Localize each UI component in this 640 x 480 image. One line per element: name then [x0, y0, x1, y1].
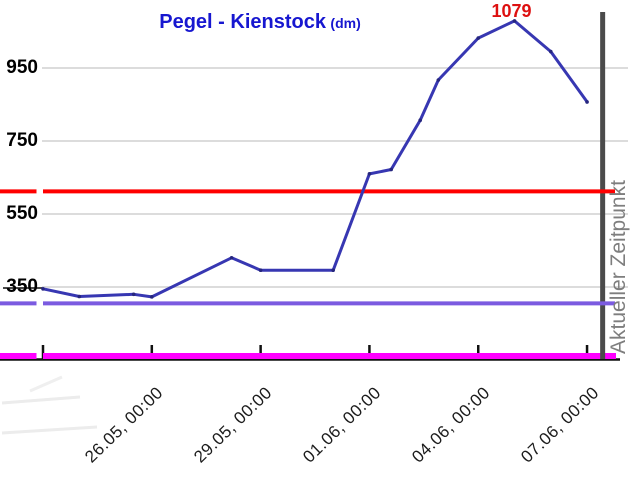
y-tick-label: 350 — [6, 276, 38, 297]
reference-lines — [0, 189, 615, 306]
peak-value-label: 1079 — [491, 1, 532, 21]
y-tick-label: 950 — [6, 57, 38, 78]
y-tick-label: 750 — [6, 130, 38, 151]
y-tick-label: 550 — [6, 203, 38, 224]
current-time-line — [600, 12, 606, 359]
chart-title-wrap: Pegel - Kienstock (dm) — [40, 11, 480, 34]
gridlines — [3, 67, 628, 289]
data-line — [41, 19, 589, 299]
watermark — [1, 375, 98, 435]
chart-unit-label: (dm) — [330, 15, 361, 31]
chart-title: Pegel - Kienstock — [159, 11, 326, 33]
current-time-label: Aktueller Zeitpunkt — [607, 180, 630, 354]
